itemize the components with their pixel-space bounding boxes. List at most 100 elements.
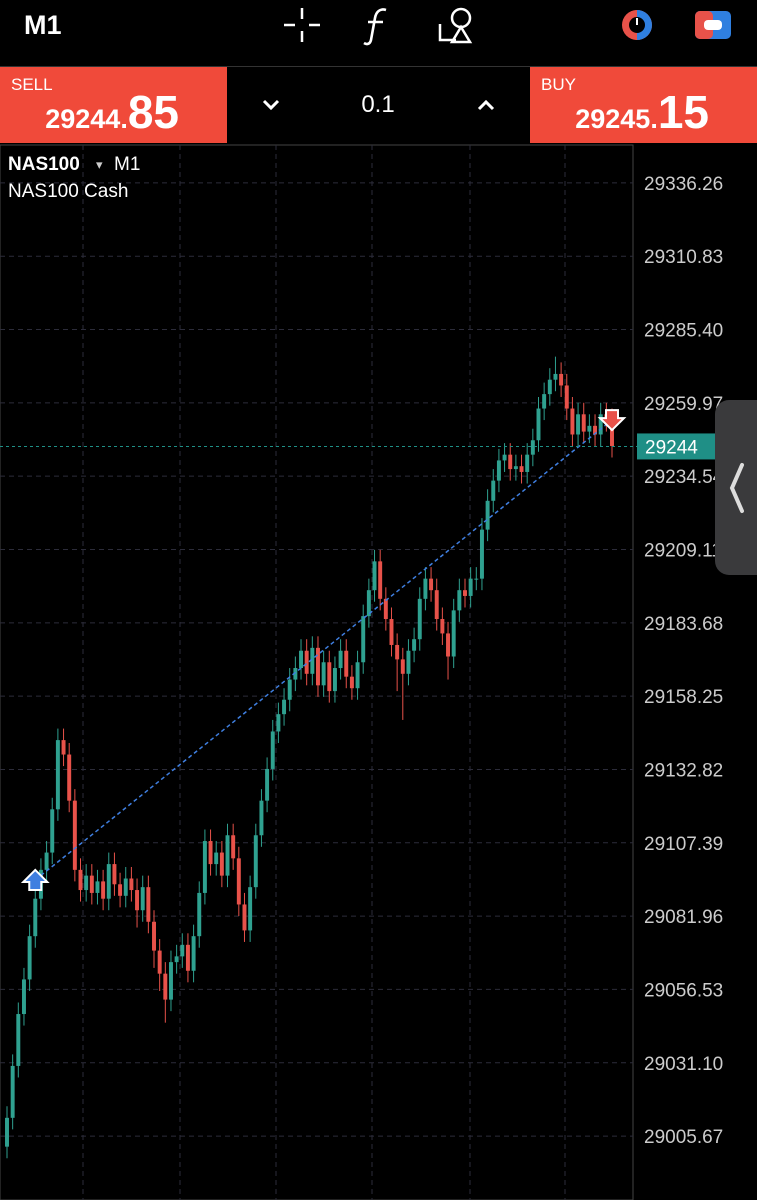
symbol-description: NAS100 Cash — [8, 181, 128, 202]
candle-body — [101, 881, 106, 899]
toolbar-icons — [284, 7, 731, 46]
candle-body — [361, 616, 366, 663]
candle-body — [395, 644, 400, 660]
handle-chevron[interactable] — [729, 463, 744, 513]
lot-decrease[interactable] — [262, 99, 280, 111]
candle-body — [304, 650, 309, 674]
y-tick-label: 29056.53 — [644, 980, 723, 1001]
candle-body — [316, 647, 320, 686]
candle-body — [208, 841, 213, 865]
candle-body — [50, 809, 55, 853]
candle-body — [168, 962, 173, 1000]
toolbar: M1 — [0, 0, 757, 67]
y-tick-label: 29005.67 — [644, 1127, 723, 1148]
y-tick-label: 29081.96 — [644, 907, 723, 928]
candle-body — [231, 835, 236, 859]
candle-body — [225, 835, 230, 876]
sell-price: 29244.85 — [45, 85, 179, 139]
candle-body — [33, 898, 38, 937]
buy-price-large: 15 — [657, 86, 709, 138]
y-tick-label: 29132.82 — [644, 760, 723, 781]
candle-body — [564, 385, 569, 409]
account-icon[interactable] — [695, 11, 731, 39]
trade-history-icon[interactable] — [622, 10, 652, 40]
candle-body — [248, 887, 253, 931]
candle-body — [508, 454, 513, 470]
y-tick-label: 29259.97 — [644, 394, 723, 415]
candle-body — [581, 414, 586, 432]
candle-body — [496, 460, 501, 481]
candle-body — [180, 944, 185, 957]
crosshair-icon[interactable] — [284, 8, 320, 42]
candle-body — [598, 414, 603, 435]
candle-body — [610, 420, 614, 447]
candle-body — [197, 892, 202, 937]
candle-body — [349, 676, 354, 689]
y-tick-label: 29234.54 — [644, 467, 724, 488]
timeframe-button[interactable]: M1 — [24, 10, 62, 40]
candle-body — [378, 561, 383, 599]
y-axis: 29336.26 29310.83 29285.40 29259.97 29234.54… — [637, 174, 757, 1148]
candle-body — [310, 647, 315, 674]
buy-button[interactable]: BUY 29245.15 — [530, 67, 757, 143]
candle-body — [16, 1014, 21, 1066]
vertical-grid — [82, 145, 566, 1200]
candle-body — [118, 884, 123, 896]
candle-body — [479, 529, 484, 579]
candle-body — [429, 578, 434, 591]
candle-body — [61, 740, 66, 755]
buy-price-small: 29245. — [575, 104, 658, 134]
candle-body — [468, 578, 473, 596]
sell-price-large: 85 — [127, 86, 179, 138]
candle-body — [72, 800, 77, 870]
candle-body — [451, 610, 456, 657]
candle-body — [502, 454, 507, 461]
candle-body — [434, 590, 439, 620]
y-tick-label: 29183.68 — [644, 614, 723, 635]
candle-body — [21, 979, 26, 1015]
candle-body — [106, 864, 111, 899]
y-tick-label: 29031.10 — [644, 1054, 723, 1075]
candle-body — [485, 500, 490, 530]
candle-body — [123, 878, 128, 896]
sell-button[interactable]: SELL 29244.85 — [0, 67, 227, 143]
indicators-icon[interactable] — [363, 8, 387, 46]
candle-body — [513, 466, 518, 470]
order-panel: SELL 29244.85 0.1 BUY 29245.15 — [0, 67, 757, 143]
y-tick-label: 29336.26 — [644, 174, 723, 195]
candle-body — [321, 662, 326, 686]
candle-body — [440, 619, 445, 634]
lot-increase[interactable] — [477, 99, 495, 111]
exit-arrow — [597, 409, 627, 432]
candle-body — [406, 650, 411, 674]
candle-body — [10, 1065, 15, 1118]
candle-body — [519, 466, 524, 472]
candle-body — [372, 561, 377, 591]
y-tick-label: 29158.25 — [644, 687, 723, 708]
candle-body — [287, 679, 292, 700]
y-tick-label: 29209.11 — [644, 540, 722, 561]
candle-body — [276, 714, 281, 732]
candle-body — [299, 650, 303, 669]
symbol-dropdown-icon[interactable]: ▾ — [96, 157, 103, 172]
candle-body — [474, 578, 479, 580]
candle-body — [191, 936, 196, 971]
price-line-label: 29244 — [645, 437, 698, 458]
objects-icon[interactable] — [438, 7, 473, 44]
horizontal-grid — [0, 182, 633, 1137]
candle-body — [157, 950, 162, 974]
candle-body — [536, 408, 541, 441]
side-panel-handle[interactable] — [715, 400, 757, 575]
lot-size[interactable]: 0.1 — [361, 91, 395, 118]
candle-body — [242, 904, 247, 931]
candle-body — [417, 598, 422, 640]
candle-body — [146, 887, 151, 922]
candle-body — [576, 414, 581, 435]
candle-body — [84, 875, 89, 891]
candle-body — [112, 864, 117, 885]
timeframe-label: M1 — [114, 154, 140, 175]
handle-background[interactable] — [715, 400, 757, 575]
candle-body — [27, 936, 32, 980]
